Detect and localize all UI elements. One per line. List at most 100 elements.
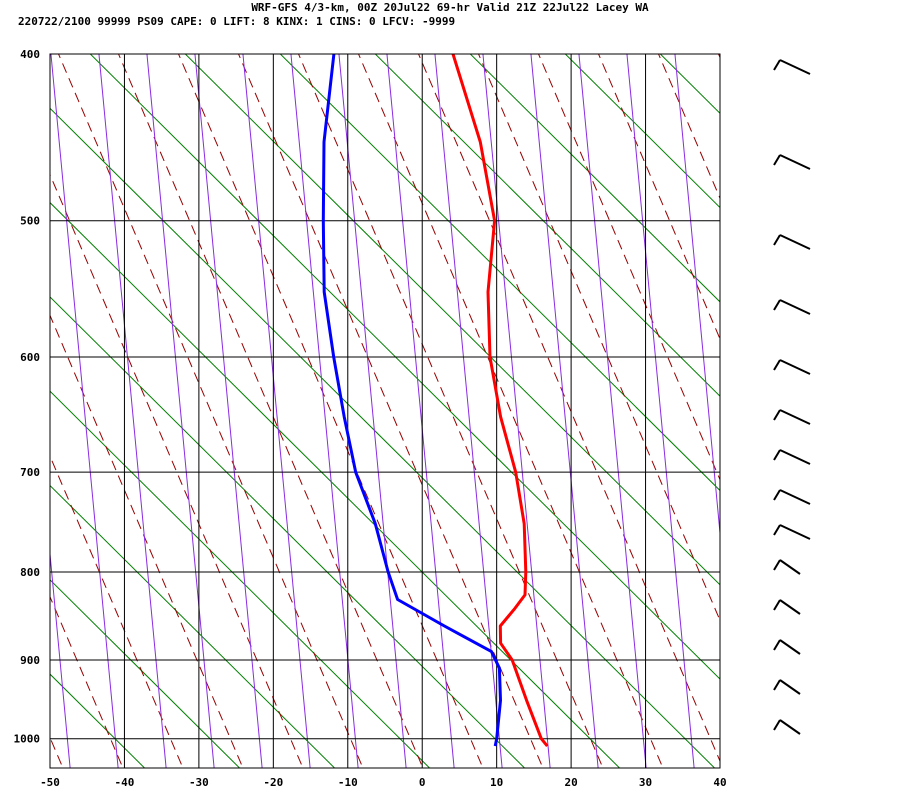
- wind-barb: [773, 359, 811, 375]
- wind-barb: [773, 299, 811, 315]
- dry-adiabat: [715, 14, 900, 800]
- x-tick-label: 30: [639, 776, 652, 789]
- wind-barb: [773, 719, 801, 735]
- barb-flag: [773, 679, 781, 691]
- x-tick-label: 20: [564, 776, 577, 789]
- x-tick-label: -30: [189, 776, 209, 789]
- mixing-ratio-line: [290, 54, 359, 768]
- barb-flag: [773, 409, 781, 421]
- temperature-profile: [451, 54, 549, 748]
- dry-adiabat: [810, 14, 900, 800]
- moist-adiabat: [117, 54, 424, 768]
- y-tick-label: 900: [20, 654, 40, 667]
- dry-adiabat: [89, 54, 720, 680]
- mixing-ratio-line: [626, 54, 695, 768]
- profiles: [321, 54, 549, 748]
- barb-staff: [779, 489, 811, 505]
- barb-flag: [773, 359, 781, 371]
- x-tick-label: 40: [713, 776, 726, 789]
- dry-adiabat: [50, 673, 146, 768]
- axis-ticks: -50 -40 -30 -20 -10 0 10 20 30 40 400 500 600 700 800 9…: [14, 48, 727, 789]
- wind-barb: [773, 59, 811, 75]
- y-tick-label: 500: [20, 215, 40, 228]
- dry-adiabat: [50, 579, 241, 768]
- chart-title: WRF-GFS 4/3-km, 00Z 20Jul22 69-hr Valid …: [251, 1, 649, 14]
- moist-adiabat: [177, 54, 484, 768]
- station-summary: 220722/2100 99999 PS09 CAPE: 0 LIFT: 8 K…: [18, 15, 455, 28]
- moist-adiabat: [50, 173, 304, 768]
- barb-staff: [779, 359, 811, 375]
- dry-adiabat: [469, 54, 720, 303]
- moist-adiabat: [0, 34, 20, 800]
- moist-adiabat: [830, 34, 900, 800]
- x-tick-label: 10: [490, 776, 503, 789]
- barb-flag: [773, 59, 781, 71]
- barb-flag: [773, 524, 781, 536]
- moist-adiabat: [357, 54, 664, 768]
- dry-adiabat: [374, 54, 720, 397]
- mixing-ratio-line: [98, 54, 167, 768]
- wind-barb: [773, 679, 801, 695]
- dry-adiabat: [50, 484, 336, 768]
- x-tick-label: -20: [263, 776, 283, 789]
- barb-flag: [773, 599, 781, 611]
- mixing-ratio-line: [482, 54, 551, 768]
- x-tick-label: 0: [419, 776, 426, 789]
- dry-adiabat: [50, 107, 716, 768]
- mixing-ratio-line: [386, 54, 455, 768]
- moist-adiabat: [237, 54, 544, 768]
- barb-staff: [779, 234, 811, 250]
- dry-adiabat: [50, 390, 431, 768]
- barb-staff: [779, 449, 811, 465]
- mixing-ratio-line: [434, 54, 503, 768]
- wind-barb: [773, 524, 811, 540]
- moist-adiabat: [50, 454, 184, 768]
- x-tick-label: -10: [338, 776, 358, 789]
- moist-adiabat: [717, 54, 720, 59]
- moist-adiabat: [537, 54, 720, 481]
- barb-staff: [779, 299, 811, 315]
- dry-adiabat: [279, 54, 720, 492]
- dewpoint-profile: [321, 54, 502, 747]
- barb-staff: [779, 59, 811, 75]
- moist-adiabat: [50, 314, 244, 768]
- barb-flag: [773, 234, 781, 246]
- moist-adiabat: [50, 736, 64, 768]
- moist-adiabat: [597, 54, 720, 341]
- barb-staff: [779, 559, 801, 575]
- wind-barb: [773, 489, 811, 505]
- y-tick-label: 1000: [14, 733, 41, 746]
- wind-barb: [773, 559, 801, 575]
- wind-barb: [773, 599, 801, 615]
- dry-adiabat: [564, 54, 720, 209]
- mixing-ratio-line: [194, 54, 263, 768]
- mixing-ratio-line: [338, 54, 407, 768]
- dry-adiabat: [50, 296, 526, 768]
- dry-adiabat: [50, 767, 51, 768]
- barb-flag: [773, 449, 781, 461]
- barb-flag: [773, 639, 781, 651]
- y-tick-label: 700: [20, 466, 40, 479]
- mixing-ratio-line: [50, 548, 71, 768]
- plot-frame: [49, 53, 721, 769]
- barb-flag: [773, 299, 781, 311]
- barb-staff: [779, 599, 801, 615]
- mixing-ratio-line: [146, 54, 215, 768]
- dry-adiabat: [659, 54, 720, 114]
- mixing-ratio-line: [242, 54, 311, 768]
- moist-adiabat: [50, 595, 124, 768]
- barb-flag: [773, 719, 781, 731]
- barb-flag: [773, 559, 781, 571]
- moist-adiabat: [417, 54, 720, 763]
- barb-staff: [779, 719, 801, 735]
- y-tick-label: 400: [20, 48, 40, 61]
- wind-barb: [773, 234, 811, 250]
- wind-barb: [773, 639, 801, 655]
- moist-adiabat: [890, 34, 900, 800]
- y-tick-label: 600: [20, 351, 40, 364]
- mixing-ratio-line: [530, 54, 599, 768]
- x-tick-label: -50: [40, 776, 60, 789]
- x-tick-label: -40: [115, 776, 135, 789]
- moist-adiabat: [770, 34, 900, 800]
